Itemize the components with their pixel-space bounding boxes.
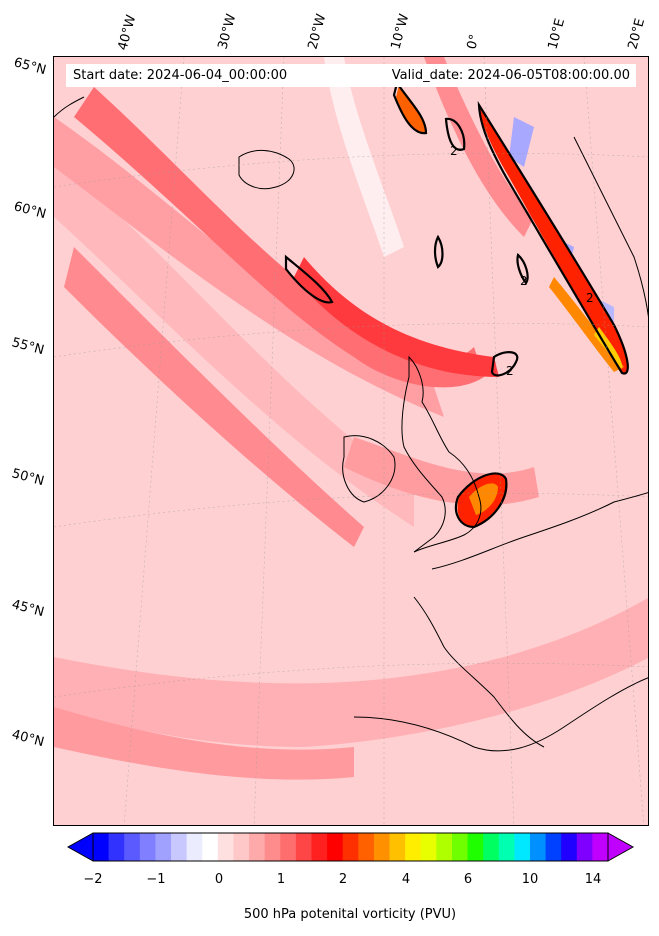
pv-band <box>74 87 484 388</box>
colorbar-segment <box>405 833 422 861</box>
colorbar-segment <box>373 833 391 861</box>
colorbar-outline <box>92 832 609 862</box>
colorbar-tick: −1 <box>146 872 166 887</box>
colorbar-segment <box>108 833 125 861</box>
colorbar-segment <box>498 833 515 861</box>
colorbar-segment <box>389 833 406 861</box>
colorbar-segment <box>451 833 469 861</box>
colorbar-segment <box>311 833 328 861</box>
contour-label: 2 <box>520 274 528 288</box>
colorbar-title: 500 hPa potenital vorticity (PVU) <box>243 907 457 922</box>
colorbar-segment <box>358 833 375 861</box>
pv-band <box>54 157 414 527</box>
coastlines <box>54 96 648 752</box>
pv-maximum <box>479 107 628 373</box>
colorbar-segment <box>186 833 203 861</box>
colorbar-tick: 0 <box>214 872 224 887</box>
run-info-box: Start date: 2024-06-04_00:00:00 Valid_da… <box>66 64 636 87</box>
lon-label-40w: 40°W <box>115 13 140 52</box>
contour-label: 2 <box>586 291 594 305</box>
lon-label-20e: 20°E <box>625 16 649 51</box>
pv-band <box>54 598 648 747</box>
pv-field-map: 2 2 2 2 <box>54 57 648 825</box>
colorbar-max-extension <box>608 833 633 861</box>
colorbar-segment <box>202 833 219 861</box>
pv-maximum <box>396 85 426 133</box>
valid-date-label: Valid_date: 2024-06-05T08:00:00.00 <box>391 68 630 83</box>
colorbar-segment <box>342 833 359 861</box>
colorbar-segment <box>295 833 312 861</box>
colorbar-segment <box>420 833 437 861</box>
colorbar-tick: 4 <box>401 872 411 887</box>
lat-label-60n: 60°N <box>12 199 48 223</box>
contour-labels: 2 2 2 2 <box>450 144 594 378</box>
lon-label-20w: 20°W <box>305 12 330 51</box>
pv-negative-patch <box>509 117 534 167</box>
colorbar-segment <box>561 833 578 861</box>
colorbar-segment <box>327 833 344 861</box>
lon-label-10w: 10°W <box>388 12 413 51</box>
start-date-label: Start date: 2024-06-04_00:00:00 <box>73 68 288 83</box>
colorbar-min-extension <box>68 833 93 861</box>
pv-maximum <box>469 483 498 515</box>
pv-2-contours <box>284 80 629 529</box>
pv-band <box>64 247 364 547</box>
colorbar-segment <box>217 833 234 861</box>
colorbar-segment <box>483 833 500 861</box>
colorbar-segment <box>264 833 281 861</box>
colorbar-tick: 6 <box>463 872 473 887</box>
lat-label-50n: 50°N <box>10 466 46 490</box>
contour-label: 2 <box>450 144 458 158</box>
colorbar-segment <box>436 833 453 861</box>
colorbar-segment <box>249 833 266 861</box>
lat-label-45n: 45°N <box>10 597 46 621</box>
colorbar-segments <box>93 833 609 861</box>
colorbar-tick: 14 <box>584 872 602 887</box>
colorbar-tick: 10 <box>521 872 539 887</box>
colorbar-segment <box>171 833 188 861</box>
colorbar-segment <box>529 833 547 861</box>
lat-label-55n: 55°N <box>10 335 46 359</box>
lon-label-10e: 10°E <box>545 16 569 51</box>
colorbar-segment <box>124 833 141 861</box>
colorbar-tick: 1 <box>276 872 286 887</box>
colorbar-tick: −2 <box>83 872 103 887</box>
lat-label-65n: 65°N <box>12 55 48 79</box>
colorbar-segment <box>155 833 172 861</box>
colorbar-segment <box>280 833 297 861</box>
colorbar-segment <box>467 833 484 861</box>
colorbar-segment <box>514 833 531 861</box>
colorbar-segment <box>233 833 250 861</box>
colorbar-segment <box>576 833 593 861</box>
colorbar-segment <box>545 833 562 861</box>
pv-band <box>294 257 499 377</box>
map-panel: 2 2 2 2 <box>53 56 649 826</box>
lon-label-0: 0° <box>464 32 483 51</box>
contour-label: 2 <box>506 364 514 378</box>
pv-band <box>424 57 534 237</box>
colorbar-segment <box>592 833 609 861</box>
lon-label-30w: 30°W <box>215 12 240 51</box>
graticule <box>54 57 648 825</box>
colorbar-tick: 2 <box>338 872 348 887</box>
colorbar-segment <box>139 833 156 861</box>
lat-label-40n: 40°N <box>10 727 46 751</box>
colorbar-segment <box>93 833 110 861</box>
